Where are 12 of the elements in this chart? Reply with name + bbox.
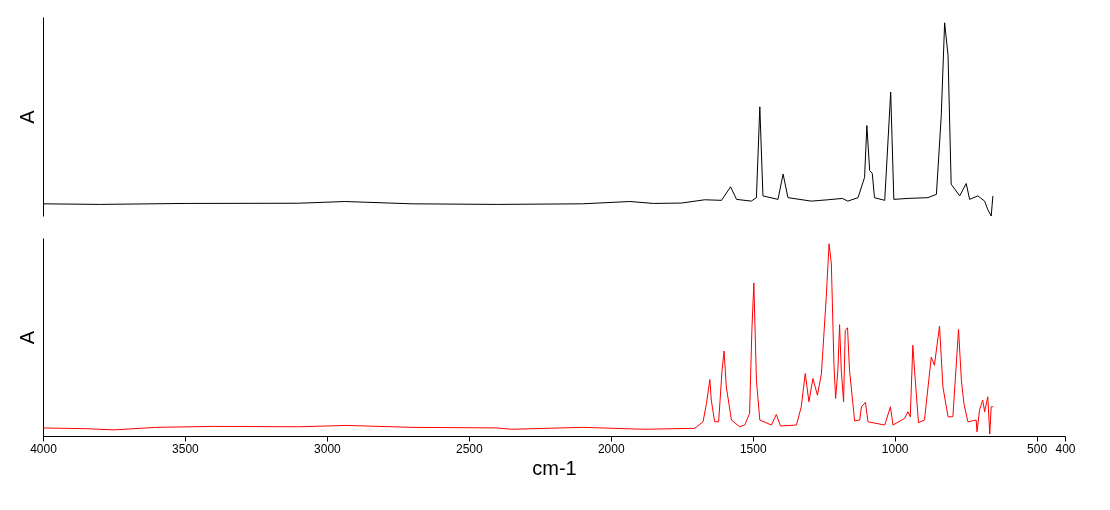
x-tick-label: 2000 — [597, 441, 625, 456]
x-tick-label: 3500 — [172, 441, 200, 456]
x-tick-label: 400 — [1055, 441, 1076, 456]
x-tick-label: 1000 — [881, 441, 909, 456]
x-tick-label: 500 — [1027, 441, 1048, 456]
x-tick-label: 1500 — [739, 441, 767, 456]
y-axis-title: A — [15, 330, 38, 345]
x-axis-title: cm-1 — [532, 456, 577, 479]
x-tick-label: 4000 — [30, 441, 58, 456]
x-tick-label: 3000 — [314, 441, 342, 456]
y-axis-title: A — [15, 109, 38, 124]
x-tick-label: 2500 — [455, 441, 483, 456]
